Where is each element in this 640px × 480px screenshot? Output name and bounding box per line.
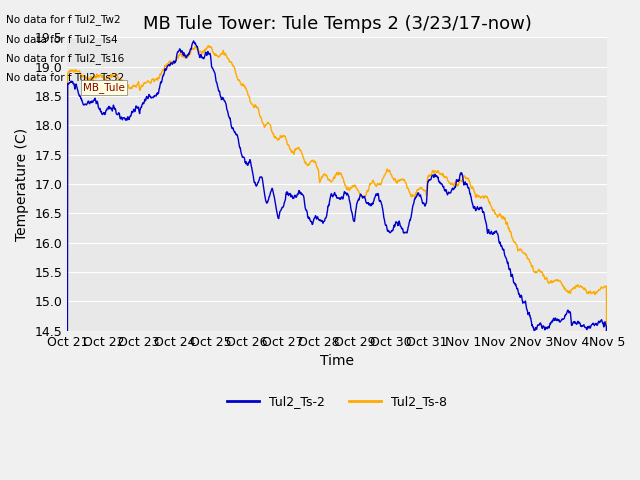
Text: No data for f Tul2_Ts4: No data for f Tul2_Ts4 (6, 34, 118, 45)
Title: MB Tule Tower: Tule Temps 2 (3/23/17-now): MB Tule Tower: Tule Temps 2 (3/23/17-now… (143, 15, 531, 33)
Text: No data for f Tul2_Ts16: No data for f Tul2_Ts16 (6, 53, 125, 64)
Text: No data for f Tul2_Tw2: No data for f Tul2_Tw2 (6, 14, 121, 25)
Text: MB_Tule: MB_Tule (83, 82, 125, 93)
X-axis label: Time: Time (320, 354, 354, 368)
Y-axis label: Temperature (C): Temperature (C) (15, 128, 29, 240)
Text: No data for f Tul2_Ts32: No data for f Tul2_Ts32 (6, 72, 125, 83)
Legend: Tul2_Ts-2, Tul2_Ts-8: Tul2_Ts-2, Tul2_Ts-8 (222, 390, 452, 413)
